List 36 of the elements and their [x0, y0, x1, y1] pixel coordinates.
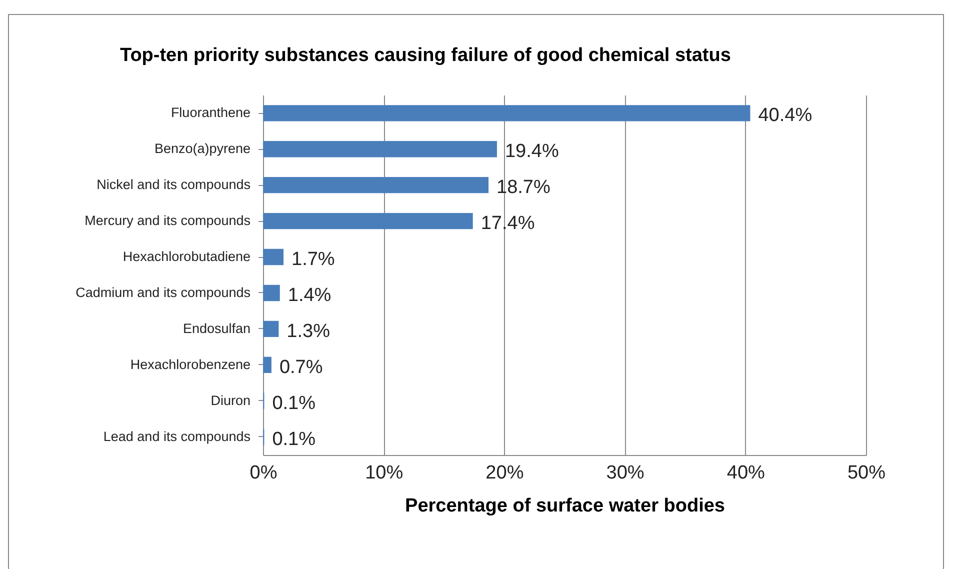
x-tick-label: 0% [250, 462, 278, 484]
data-label: 0.7% [279, 356, 323, 378]
data-label: 19.4% [504, 141, 559, 162]
bar [263, 105, 750, 122]
bar [263, 356, 272, 373]
data-label: 1.3% [286, 320, 330, 342]
y-tick-label: Diuron [210, 392, 250, 408]
bar [263, 141, 497, 158]
chart-title: Top-ten priority substances causing failure of good chemical status [120, 45, 731, 66]
bar [263, 248, 284, 266]
data-label: 1.4% [288, 284, 332, 306]
data-label: 0.1% [272, 428, 316, 450]
data-label: 1.7% [292, 249, 335, 270]
y-tick-label: Mercury and its compounds [84, 213, 251, 228]
y-tick-label: Endosulfan [182, 320, 250, 336]
y-tick-label: Hexachlorobenzene [130, 356, 250, 372]
y-tick-label: Lead and its compounds [103, 428, 251, 444]
bar [263, 320, 279, 338]
x-tick-label: 10% [365, 462, 404, 484]
data-label: 0.1% [272, 392, 316, 414]
x-axis-title: Percentage of surface water bodies [405, 496, 725, 516]
x-tick-label: 40% [726, 462, 766, 484]
data-label: 40.4% [758, 105, 812, 126]
x-tick-label: 20% [486, 462, 524, 484]
y-tick-label: Cadmium and its compounds [76, 284, 251, 300]
bar [263, 212, 473, 230]
bar [263, 284, 280, 302]
x-tick-label: 30% [606, 462, 644, 484]
data-label: 17.4% [480, 213, 535, 234]
x-tick-label: 50% [847, 462, 886, 484]
y-tick-label: Benzo(a)pyrene [154, 141, 250, 156]
y-tick-label: Hexachlorobutadiene [122, 249, 250, 264]
y-tick-label: Nickel and its compounds [96, 177, 251, 192]
bar [263, 177, 489, 194]
data-label: 18.7% [496, 177, 550, 198]
y-tick-label: Fluoranthene [170, 105, 250, 120]
